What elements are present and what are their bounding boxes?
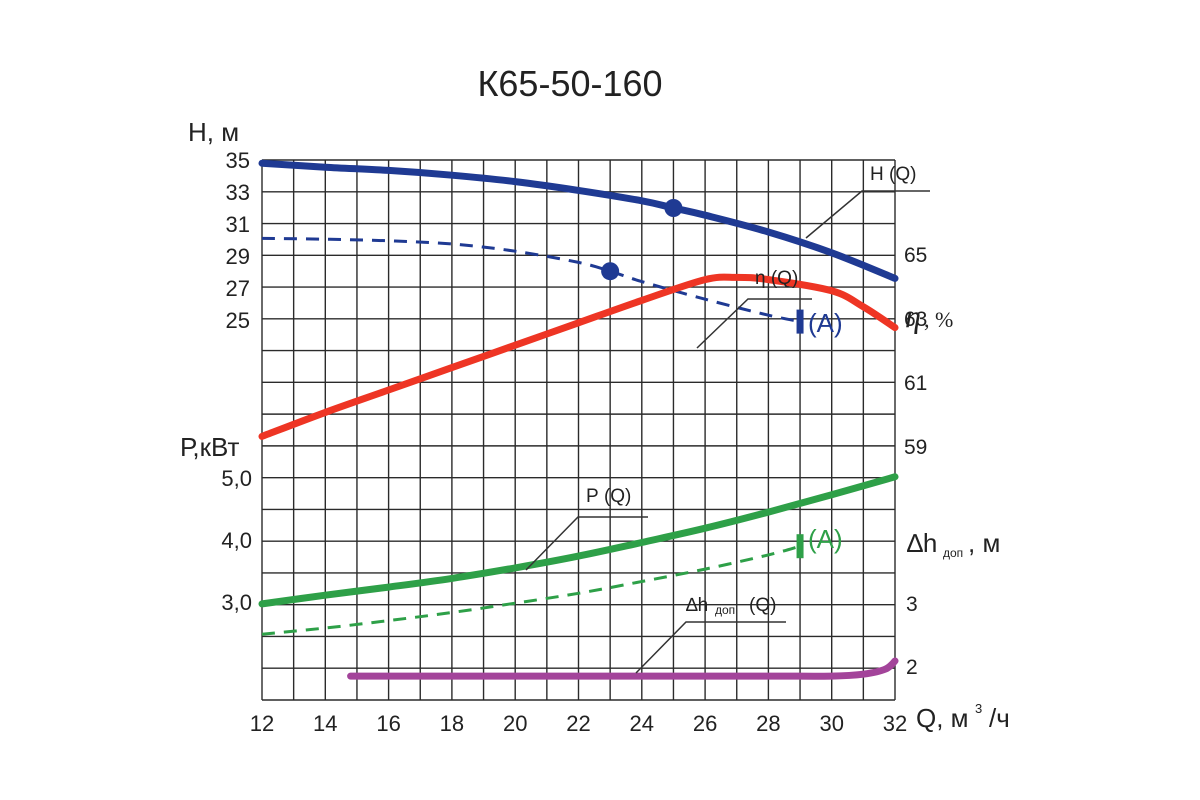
p-tick-label: 3,0 <box>221 590 252 615</box>
grid <box>261 159 896 701</box>
svg-text:, %: , % <box>924 307 953 332</box>
h-tick-label: 25 <box>226 308 250 333</box>
eta-axis-label: η , % <box>905 298 953 334</box>
leader-eta <box>696 298 812 349</box>
dh-tick-label: 3 <box>906 593 918 616</box>
eta-curve <box>258 273 899 440</box>
eta-tick-label: 63 <box>904 308 927 331</box>
callout-leaders <box>525 190 930 674</box>
h-tick-label: 31 <box>226 212 250 237</box>
p-curve <box>258 473 899 608</box>
svg-text:η: η <box>905 298 921 334</box>
h-tick-label: 33 <box>226 180 250 205</box>
annotation-dh: ∆h доп (Q) <box>686 595 776 617</box>
p-axis-label: Р,кВт <box>180 432 240 462</box>
x-tick-label: 18 <box>440 711 464 736</box>
h-tick-label: 27 <box>226 276 250 301</box>
curve-a-end-bar <box>796 309 804 334</box>
eta-tick-label: 65 <box>904 244 927 267</box>
svg-text:доп: доп <box>943 546 963 560</box>
annotation-p: Р (Q) <box>586 486 631 507</box>
x-tick-label: 24 <box>630 711 654 736</box>
p-tick-label: 4,0 <box>221 528 252 553</box>
leader-h <box>805 190 930 239</box>
eta-tick-label: 61 <box>904 372 927 395</box>
labels: К65-50-160 Н, м Р,кВт η , % ∆h доп , м Q… <box>180 63 1010 733</box>
annotation-h: Н (Q) <box>870 164 916 185</box>
h-axis-label: Н, м <box>188 117 239 147</box>
eta-tick-label: 59 <box>904 436 927 459</box>
leader-dh <box>635 621 786 674</box>
x-tick-label: 20 <box>503 711 527 736</box>
annotation-a-h: (A) <box>808 308 843 338</box>
svg-text:доп: доп <box>715 603 735 617</box>
chart-title: К65-50-160 <box>477 63 662 104</box>
leader-p <box>525 516 648 571</box>
dh-axis-label: ∆h доп , м <box>907 528 1000 560</box>
h-tick-label: 35 <box>226 148 250 173</box>
p-curve-a <box>261 544 801 636</box>
h-curve <box>258 159 899 282</box>
dh-curve <box>347 657 899 680</box>
svg-text:Q, м: Q, м <box>916 703 969 733</box>
svg-text:(Q): (Q) <box>749 595 776 616</box>
x-tick-label: 14 <box>313 711 337 736</box>
p-tick-label: 5,0 <box>221 466 252 491</box>
x-tick-label: 16 <box>376 711 400 736</box>
operating-point-marker <box>601 262 620 281</box>
x-tick-label: 32 <box>883 711 907 736</box>
x-tick-label: 28 <box>756 711 780 736</box>
x-tick-label: 26 <box>693 711 717 736</box>
svg-text:3: 3 <box>975 701 982 716</box>
tick-labels: 12 14 16 18 20 22 24 26 28 30 322527293133353,04,0… <box>221 148 927 736</box>
svg-text:∆h: ∆h <box>907 528 937 558</box>
x-tick-label: 30 <box>819 711 843 736</box>
x-tick-label: 22 <box>566 711 590 736</box>
svg-text:/ч: /ч <box>989 703 1010 733</box>
h-tick-label: 29 <box>226 244 250 269</box>
curves <box>258 159 899 680</box>
x-axis-label: Q, м 3 /ч <box>916 701 1010 733</box>
svg-text:∆h: ∆h <box>686 595 708 616</box>
curve-a-end-bar <box>796 534 804 559</box>
dh-tick-label: 2 <box>906 656 918 679</box>
x-tick-label: 12 <box>250 711 274 736</box>
svg-text:, м: , м <box>968 528 1000 558</box>
annotation-eta: η (Q) <box>755 268 798 289</box>
h-curve-a <box>261 236 801 324</box>
annotation-a-p: (A) <box>808 524 843 554</box>
operating-point-marker <box>664 199 683 217</box>
